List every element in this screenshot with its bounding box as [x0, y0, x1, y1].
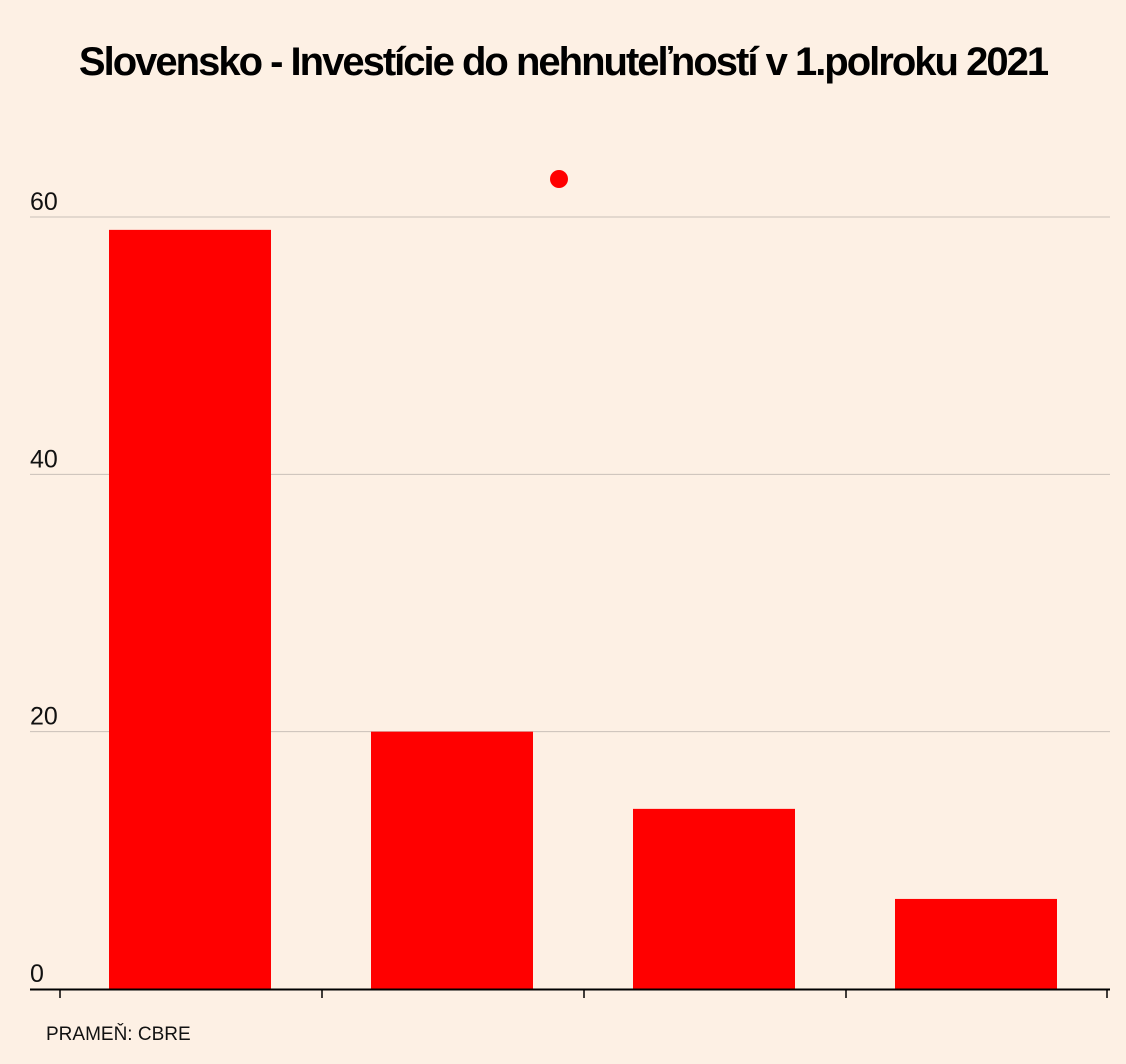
y-tick-label: 60: [30, 188, 58, 216]
bar: [371, 731, 533, 989]
y-axis-ticks: 0 20 40 60: [30, 188, 58, 988]
bar: [633, 808, 795, 989]
bars: [109, 229, 1057, 989]
bar: [109, 229, 271, 989]
legend-marker: [550, 170, 568, 188]
source-note: PRAMEŇ: CBRE: [46, 1024, 191, 1045]
y-tick-label: 40: [30, 445, 58, 473]
y-tick-label: 0: [30, 960, 44, 988]
y-tick-label: 20: [30, 703, 58, 731]
x-axis: [30, 988, 1110, 998]
legend: [550, 170, 568, 188]
bar: [895, 898, 1057, 989]
page-title: Slovensko - Investície do nehnuteľností …: [78, 40, 1049, 84]
